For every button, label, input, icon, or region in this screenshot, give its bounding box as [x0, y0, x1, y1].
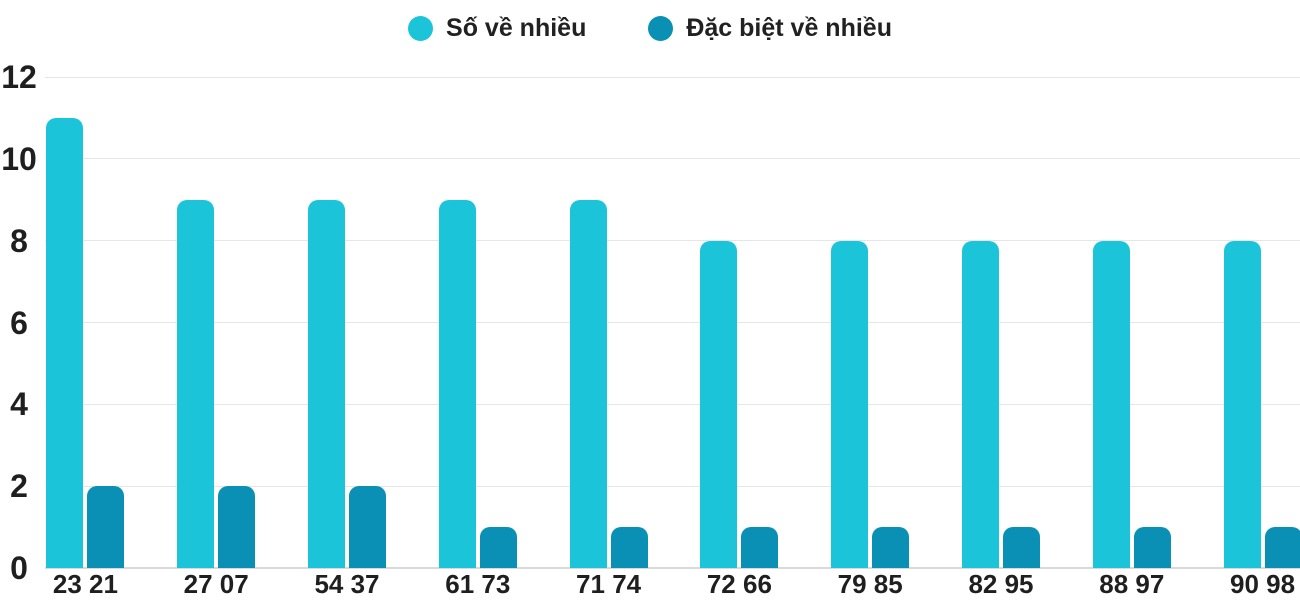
legend-item-so-ve-nhieu[interactable]: Số về nhiều — [408, 14, 586, 43]
x-axis-baseline — [45, 567, 1300, 569]
y-tick-label: 10 — [1, 140, 37, 177]
legend-swatch-cyan-icon — [408, 15, 434, 41]
bar[interactable] — [569, 199, 607, 568]
y-tick-label: 8 — [10, 222, 28, 259]
x-tick-label: 82 95 — [968, 569, 1034, 599]
y-tick-label: 6 — [10, 304, 28, 341]
bar[interactable] — [438, 199, 476, 568]
bar[interactable] — [1092, 240, 1130, 568]
x-tick-label: 90 98 — [1230, 569, 1296, 599]
bar[interactable] — [307, 199, 345, 568]
bar-group — [151, 77, 282, 568]
bar-group — [674, 77, 805, 568]
gridline — [45, 240, 1300, 242]
x-tick-label: 27 07 — [183, 569, 249, 599]
bar[interactable] — [46, 117, 84, 568]
bar[interactable] — [218, 486, 256, 568]
x-tick-label: 79 85 — [837, 569, 903, 599]
legend-label: Đặc biệt về nhiều — [686, 13, 892, 42]
gridline — [45, 403, 1300, 405]
bar[interactable] — [348, 486, 386, 568]
bar[interactable] — [831, 240, 869, 568]
bar[interactable] — [610, 527, 648, 568]
bar-group — [20, 77, 151, 568]
legend-item-dac-biet-ve-nhieu[interactable]: Đặc biệt về nhiều — [648, 14, 892, 43]
bar-group — [805, 77, 936, 568]
x-tick-label: 72 66 — [706, 569, 772, 599]
bar[interactable] — [961, 240, 999, 568]
bar[interactable] — [700, 240, 738, 568]
legend-label: Số về nhiều — [446, 13, 587, 42]
gridlines — [45, 76, 1300, 569]
bar[interactable] — [1264, 527, 1300, 568]
y-tick-label: 12 — [1, 59, 37, 95]
bar[interactable] — [177, 199, 215, 568]
bar-group — [282, 77, 413, 568]
x-axis: 23 21 27 07 54 37 61 73 71 74 72 66 79 85 82 95… — [20, 570, 1300, 600]
gridline — [45, 76, 1300, 78]
bar[interactable] — [1002, 527, 1040, 568]
y-tick-label: 2 — [10, 468, 28, 505]
chart-legend: Số về nhiều Đặc biệt về nhiều — [0, 8, 1300, 48]
gridline — [45, 158, 1300, 160]
x-tick-label: 71 74 — [576, 569, 642, 599]
y-tick-label: 4 — [10, 386, 28, 423]
gridline — [45, 485, 1300, 487]
x-tick-label: 23 21 — [52, 569, 118, 599]
bar-group — [543, 77, 674, 568]
bar[interactable] — [872, 527, 910, 568]
gridline — [45, 322, 1300, 323]
x-tick-label: 54 37 — [314, 569, 380, 599]
y-tick-label: 0 — [10, 550, 28, 586]
x-tick-label: 61 73 — [445, 569, 511, 599]
bar[interactable] — [479, 527, 517, 568]
bar[interactable] — [87, 486, 125, 568]
y-axis: 0 2 4 6 8 10 12 — [0, 0, 40, 600]
bar[interactable] — [1133, 527, 1171, 568]
x-tick-label: 88 97 — [1099, 569, 1165, 599]
bar-group — [1197, 77, 1300, 568]
plot-area — [20, 77, 1300, 568]
bar-group — [936, 77, 1067, 568]
bar[interactable] — [1223, 240, 1261, 568]
legend-swatch-teal-icon — [648, 15, 674, 41]
bar-group — [412, 77, 543, 568]
bar-group — [1066, 77, 1197, 568]
bar[interactable] — [741, 527, 779, 568]
